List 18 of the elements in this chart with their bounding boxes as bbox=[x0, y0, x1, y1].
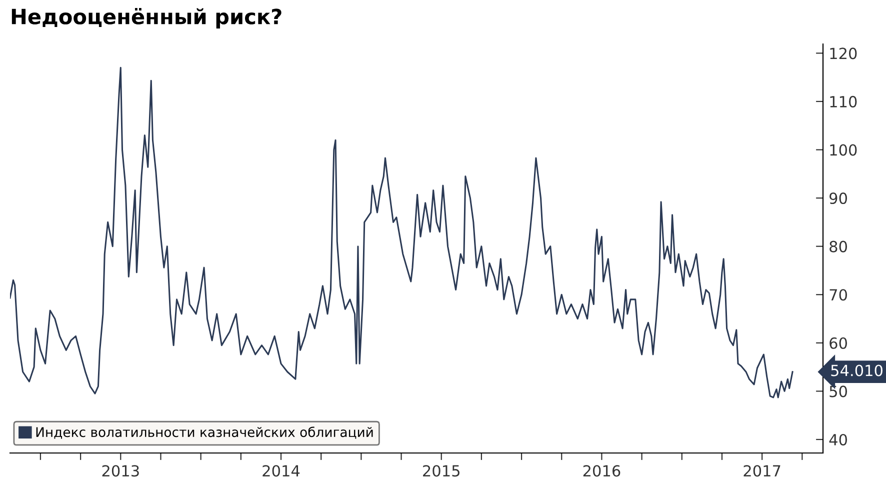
x-tick-label: 2016 bbox=[583, 465, 620, 477]
x-tick-label: 2014 bbox=[262, 465, 300, 477]
y-tick-label: 50 bbox=[830, 386, 847, 398]
x-tick-label: 2015 bbox=[423, 465, 460, 477]
y-tick-label: 60 bbox=[830, 337, 847, 349]
x-tick-label: 2017 bbox=[744, 465, 780, 477]
y-tick-label: 90 bbox=[830, 192, 847, 204]
y-tick-label: 80 bbox=[830, 240, 847, 252]
y-tick-label: 40 bbox=[829, 434, 847, 446]
annotation: 54.010 bbox=[831, 364, 882, 376]
x-tick-label: 2013 bbox=[102, 465, 139, 477]
chart-title: Недооценённый риск? bbox=[12, 8, 282, 28]
y-tick-label: 120 bbox=[830, 48, 857, 60]
legend-label: Индекс волатильности казначейских облигаций bbox=[36, 426, 373, 439]
line-series bbox=[10, 66, 794, 398]
y-tick-label: 100 bbox=[830, 144, 857, 156]
y-tick-label: 110 bbox=[830, 96, 857, 108]
y-tick-label: 70 bbox=[830, 289, 847, 301]
